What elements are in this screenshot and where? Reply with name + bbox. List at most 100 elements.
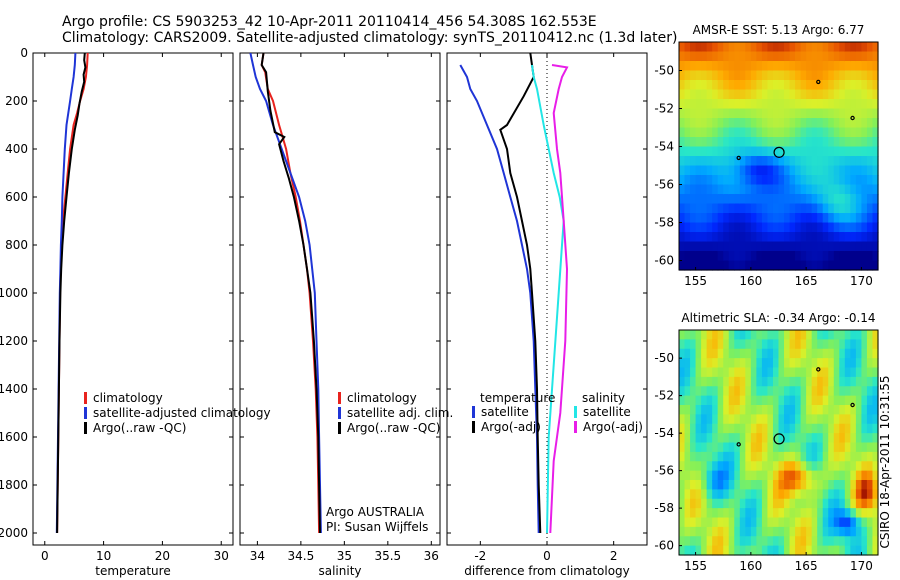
sst-map-cell [761,232,769,243]
sst-map-cell [839,232,846,243]
sla-map-cell [690,451,697,462]
sst-map-cell [739,137,746,148]
sla-map-cell [767,508,774,519]
sla-map-cell [795,405,802,415]
sst-map-cell [750,222,757,233]
sst-map-cell [872,232,879,243]
sst-map-cell [756,222,763,233]
sst-map-cell [761,137,769,148]
sst-map-cell [795,194,802,205]
sla-map-cell [778,498,785,509]
sst-map-cell [690,89,697,100]
sst-map-cell [833,118,840,129]
sst-map-cell [761,194,769,205]
sla-map-cell [734,489,741,500]
sla-map-cell [866,470,874,481]
sst-map-cell [679,241,686,252]
sst-map-cell [778,175,785,186]
sla-map-cell [734,451,741,462]
sla-map-cell [806,376,813,387]
sst-map-cell [761,156,769,167]
sla-map-cell [811,376,818,387]
sla-map-cell [695,348,702,359]
sla-map-cell [756,536,763,547]
sst-map-cell [745,99,752,110]
sst-map-cell [822,194,829,205]
sst-map-cell [712,80,719,91]
sst-map-cell [739,156,746,167]
sla-map-cell [679,470,686,481]
sst-map-cell [706,241,713,252]
sst-map-cell [784,70,791,81]
sla-map-cell [872,545,879,556]
difference-panel-series-salinity-satellite [531,64,565,534]
sst-map-cell [679,251,686,262]
sst-map-cell [778,232,785,243]
sst-map-cell [828,213,835,224]
sst-map-cell [833,222,840,233]
sla-map-cell [695,451,702,462]
sla-map-cell [784,358,791,369]
sst-map-cell [828,70,835,81]
sla-map-cell [750,395,757,406]
sst-map-cell [712,70,719,81]
sst-map-cell [706,51,713,62]
sst-map-cell [701,118,708,129]
sla-map-cell [866,480,874,490]
sst-map-cell [844,61,851,72]
sst-map-cell [684,118,691,129]
sla-map-cell [756,461,763,472]
sst-map-cell [706,118,713,129]
sla-map-cell [784,526,791,537]
sla-map-cell [861,330,868,340]
sst-map-cell [739,61,746,72]
sst-map-cell [833,165,840,176]
sst-map-cell [822,99,829,110]
sst-map-cell [761,99,769,110]
sst-map-cell [717,175,724,186]
sla-map-cell [734,442,741,453]
sla-map-cell [695,498,702,509]
sst-map-cell [795,175,802,186]
sst-map-cell [866,156,874,167]
sst-map-cell [800,137,807,148]
sla-map-cell [833,395,840,406]
sla-map-cell [767,414,774,425]
sst-map-cell [844,194,851,205]
sla-map-cell [844,470,851,481]
sla-map-cell [855,489,863,500]
sla-map-cell [723,545,730,556]
sst-map-cell [717,146,724,157]
sst-map-cell [690,175,697,186]
sst-map-cell [872,108,879,119]
sla-map-cell [690,480,697,490]
sla-map-cell [861,433,868,444]
sla-map-cell [833,330,840,340]
sla-map-cell [833,423,840,434]
sla-map-cell [739,442,746,453]
sla-map-cell [822,489,829,500]
sla-map-cell [861,442,868,453]
sst-map-cell [706,156,713,167]
sla-map-cell [839,339,846,350]
sst-map-cell [750,127,757,138]
sst-map-cell [745,70,752,81]
sla-map-cell [784,536,791,547]
sst-map-field [679,42,879,271]
sla-map-cell [844,480,851,490]
sst-map-cell [839,194,846,205]
sst-map-cell [828,118,835,129]
sst-map-cell [861,203,868,214]
sst-map-cell [756,203,763,214]
sla-map-cell [684,414,691,425]
sst-map-cell [690,241,697,252]
sst-map-cell [828,241,835,252]
sla-map-cell [839,536,846,547]
sst-map-cell [789,61,796,72]
sla-map-cell [828,395,835,406]
sst-map-cell [784,184,791,195]
sla-map-cell [684,498,691,509]
sla-map-cell [795,442,802,453]
sla-map-cell [695,470,702,481]
sla-map-cell [679,414,686,425]
